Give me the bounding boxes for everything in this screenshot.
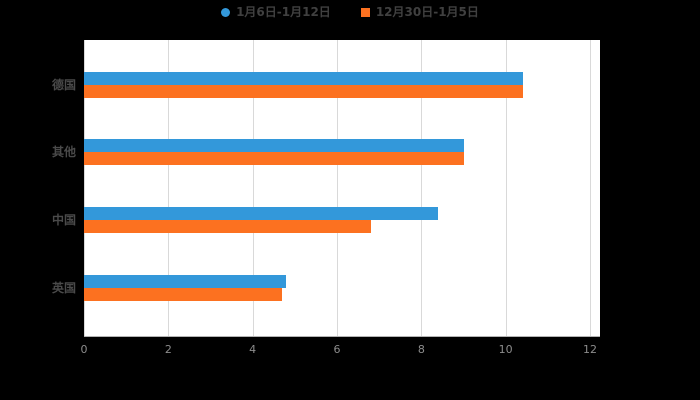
x-tick-label: 2 — [164, 343, 172, 356]
bar — [84, 219, 371, 233]
category-label: 英国 — [51, 280, 76, 295]
bar — [84, 206, 439, 220]
legend-label: 1月6日-1月12日 — [236, 5, 331, 19]
bar — [84, 71, 523, 85]
chart-legend: 1月6日-1月12日 12月30日-1月5日 — [0, 6, 700, 18]
bar — [84, 274, 287, 288]
legend-marker-square-icon — [360, 7, 370, 17]
x-tick-label: 8 — [417, 343, 425, 356]
x-tick-label: 6 — [333, 343, 341, 356]
x-tick-label: 12 — [583, 343, 597, 356]
category-label: 德国 — [51, 77, 76, 92]
gridline — [505, 40, 507, 336]
gridline — [337, 40, 338, 336]
legend-item-dec30-jan5[interactable]: 12月30日-1月5日 — [360, 5, 479, 19]
legend-item-jan6-jan12[interactable]: 1月6日-1月12日 — [221, 6, 331, 18]
gridline — [84, 40, 85, 336]
x-tick-label: 0 — [80, 343, 88, 356]
gridline — [421, 40, 423, 336]
x-tick-label: 10 — [498, 343, 513, 356]
gridline — [252, 40, 254, 336]
gridline — [168, 40, 170, 336]
legend-marker-circle-icon — [221, 7, 231, 17]
bar — [84, 84, 523, 98]
legend-label: 12月30日-1月5日 — [375, 5, 479, 19]
plot-area — [84, 40, 600, 337]
x-tick-label: 4 — [249, 343, 257, 356]
bar — [84, 287, 283, 301]
category-label: 中国 — [51, 212, 76, 227]
gridline — [590, 40, 591, 336]
bar — [84, 151, 464, 165]
category-label: 其他 — [51, 144, 76, 159]
bar — [84, 138, 464, 152]
